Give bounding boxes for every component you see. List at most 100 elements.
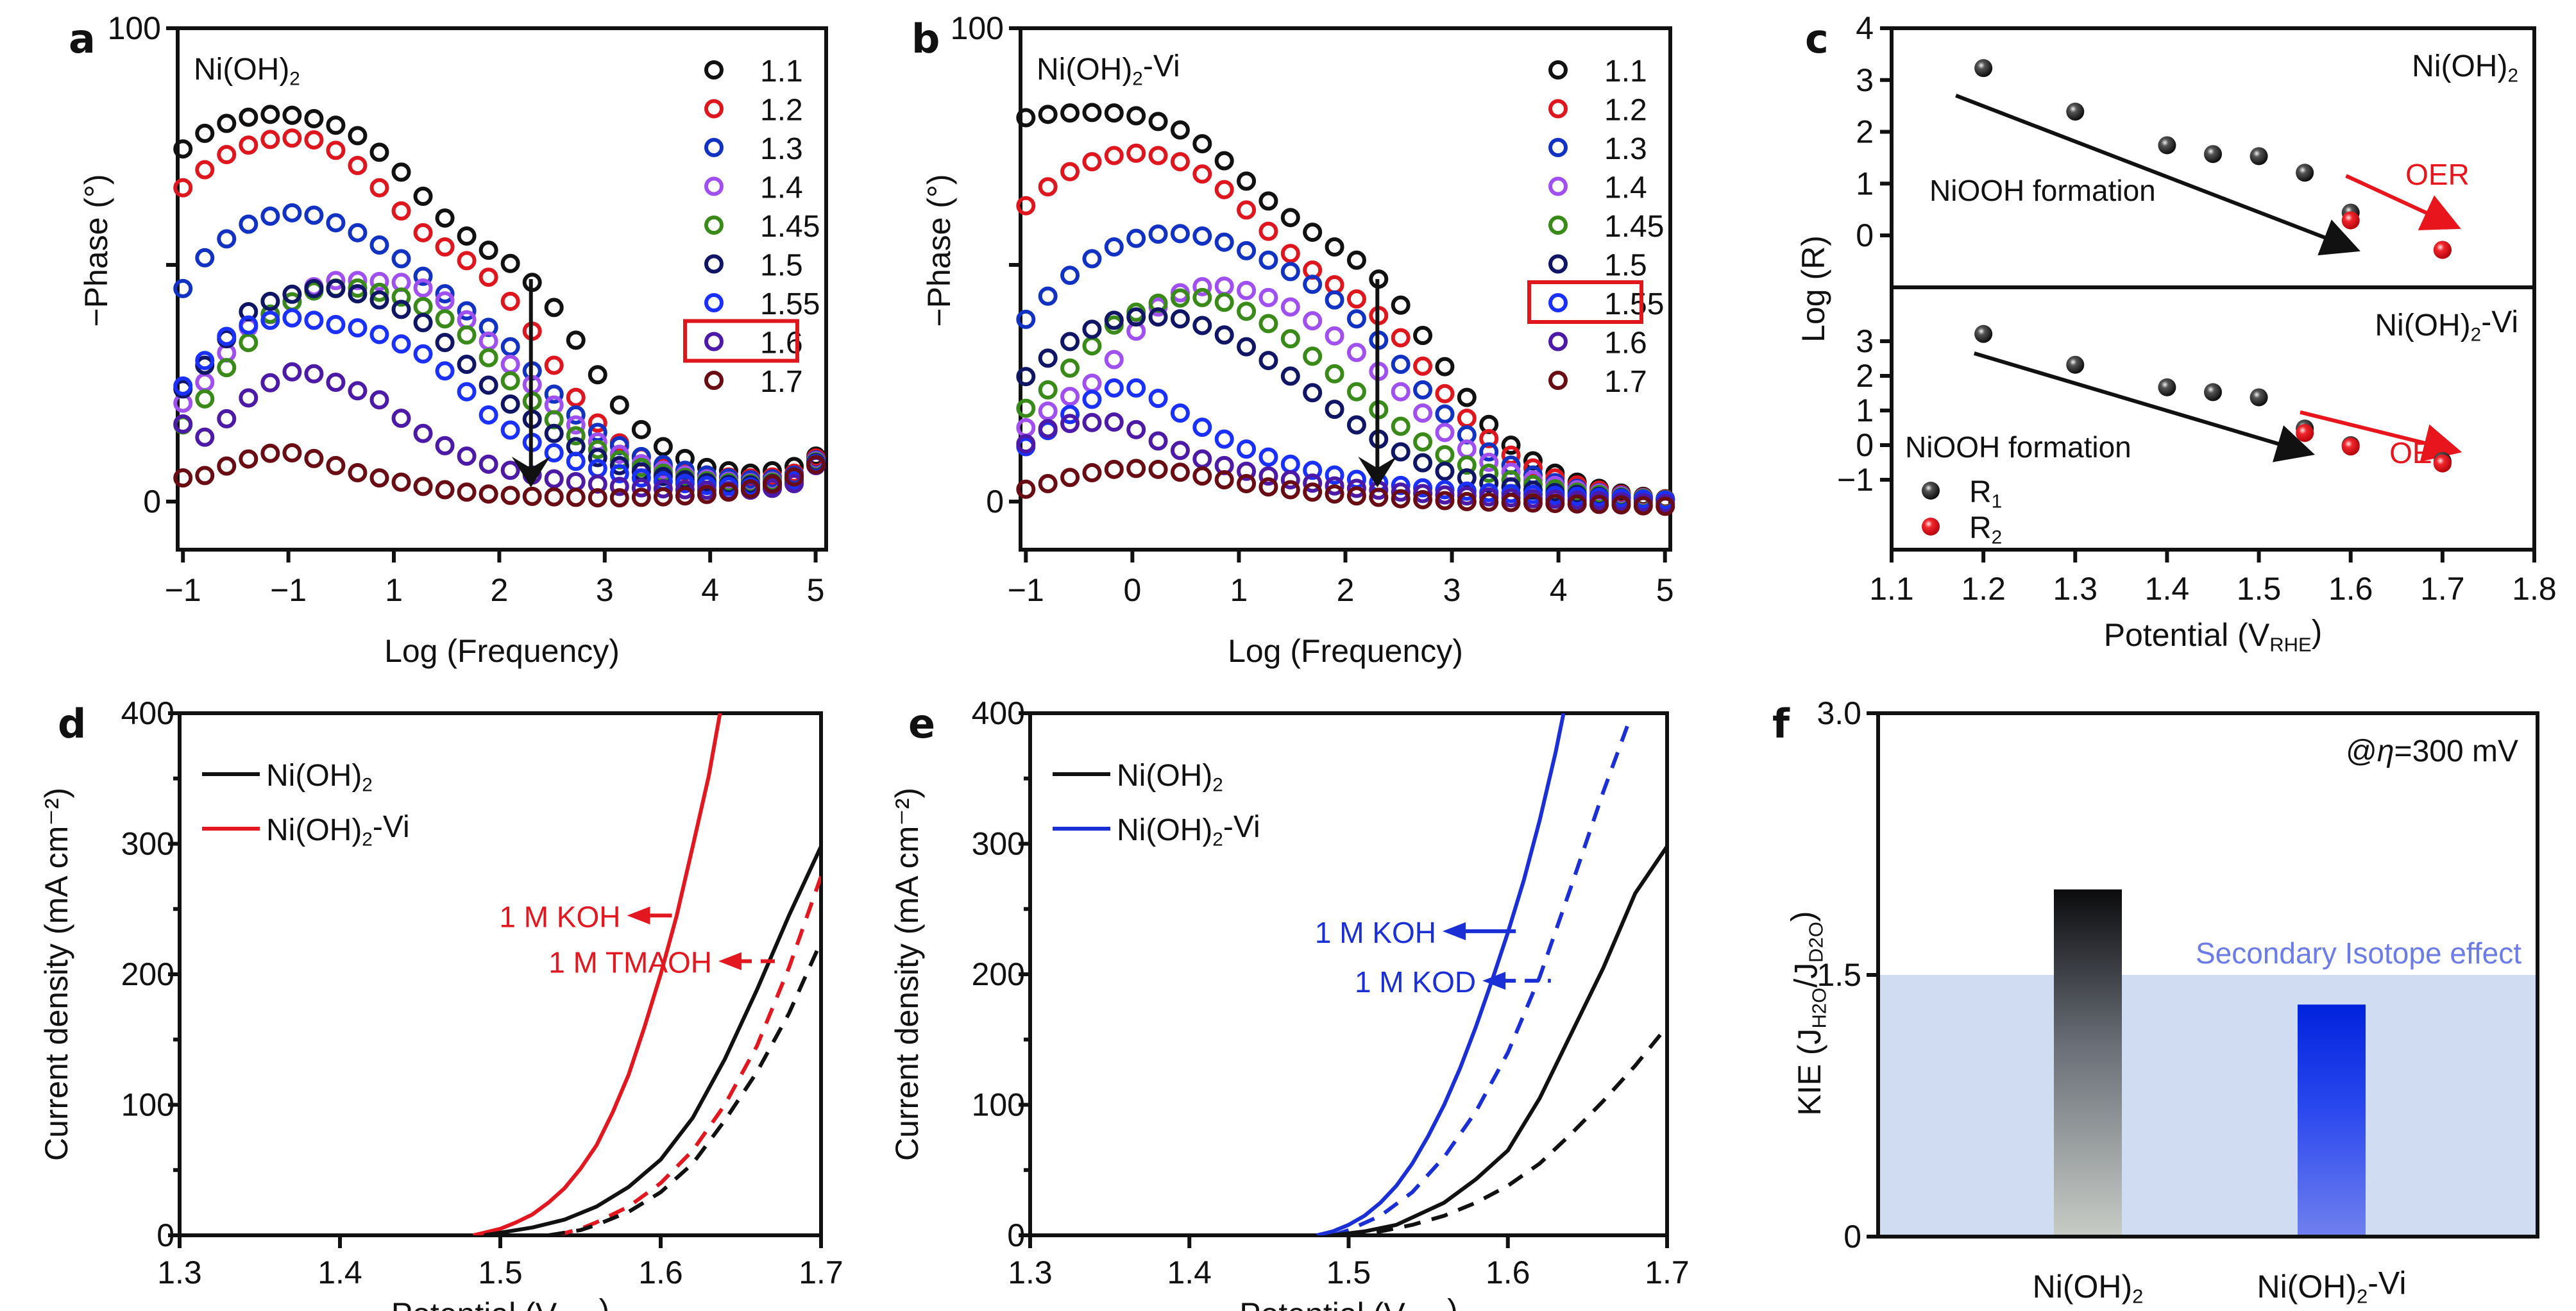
data-point — [566, 426, 586, 446]
data-point — [435, 436, 455, 455]
sample-title-part: 2 — [1132, 68, 1143, 89]
data-point — [1192, 164, 1212, 184]
x-tick-label: 3 — [596, 572, 614, 608]
data-point — [239, 388, 258, 408]
y-axis-label: KIE (JH2O/JD2O) — [1784, 911, 1830, 1115]
data-point — [239, 302, 258, 322]
y-tick-label: 0 — [157, 1217, 174, 1253]
data-point — [675, 473, 695, 493]
y-axis-label: −Phase (°) — [78, 174, 114, 326]
data-point — [1391, 416, 1411, 436]
data-point — [588, 448, 607, 468]
data-point — [1501, 436, 1521, 455]
legend-marker — [704, 332, 724, 351]
data-point — [1303, 473, 1323, 493]
data-point — [1082, 412, 1102, 432]
x-tick-label: 3 — [1443, 572, 1461, 608]
data-point — [391, 472, 411, 492]
data-point — [413, 266, 433, 286]
y-tick-label: 100 — [972, 1087, 1025, 1123]
category-label: Ni(OH)2-Vi — [2257, 1265, 2407, 1308]
data-point — [1192, 276, 1212, 296]
highlight-box — [683, 319, 799, 363]
data-point — [1280, 262, 1300, 282]
data-point — [413, 296, 433, 316]
data-point — [1104, 146, 1124, 165]
data-point — [1346, 478, 1366, 498]
r1-point — [2158, 136, 2176, 155]
legend-marker — [1548, 371, 1568, 390]
data-point — [217, 358, 237, 378]
data-point — [675, 480, 695, 500]
data-point — [1170, 441, 1190, 461]
oer-arrow — [2345, 174, 2461, 230]
curve-ni-oh-2-1-m-tmaoh — [548, 940, 821, 1235]
data-point — [391, 300, 411, 319]
data-point — [1325, 326, 1344, 346]
data-point — [1016, 434, 1036, 453]
data-point — [1126, 459, 1146, 478]
data-point — [479, 348, 498, 368]
data-point — [500, 354, 520, 374]
data-point — [1413, 356, 1433, 376]
data-point — [1170, 120, 1190, 140]
bar-ni-oh-2-vi — [2298, 1004, 2366, 1237]
panel-e-lsv-kod: e 0 100 200 300 400 1.3 1.4 1.5 1.6 1.7 Potential (… — [889, 695, 1690, 1311]
data-point — [1523, 493, 1543, 513]
data-point — [1413, 484, 1433, 503]
data-point — [1060, 266, 1080, 285]
data-point — [391, 201, 411, 221]
data-point — [1280, 297, 1300, 317]
data-point — [1325, 465, 1344, 485]
data-point — [369, 290, 389, 310]
condition-part: η — [2377, 734, 2394, 768]
annotation-niooh-formation: NiOOH formation — [1905, 430, 2131, 464]
data-point — [1126, 228, 1146, 248]
data-point — [500, 371, 520, 391]
legend-label: 1.7 — [1604, 365, 1647, 399]
plot-frame — [176, 26, 828, 552]
curve-ni-oh-2-1-m-koh — [484, 845, 821, 1235]
data-point — [1016, 108, 1036, 128]
data-point — [260, 206, 280, 226]
sample-title-part: Ni(OH) — [194, 53, 289, 87]
data-point — [1237, 200, 1257, 220]
legend-label-part: 1 — [1992, 491, 2003, 512]
data-point — [1391, 295, 1411, 315]
data-point — [326, 314, 346, 334]
x-axis-label: Potential (VRHE) — [1239, 1293, 1458, 1311]
x-tick-label: 1.4 — [318, 1255, 362, 1290]
legend-label: 1.5 — [760, 249, 803, 283]
data-point — [1192, 449, 1212, 469]
data-point — [348, 156, 368, 176]
data-point — [1170, 288, 1190, 308]
data-point — [1391, 354, 1411, 374]
legend-label: 1.2 — [1604, 94, 1647, 128]
data-point — [1325, 364, 1344, 384]
data-point — [1016, 367, 1036, 387]
data-point — [1258, 191, 1278, 211]
data-point — [1126, 419, 1146, 439]
data-point — [326, 271, 346, 291]
data-point — [1501, 493, 1521, 512]
data-point — [806, 455, 826, 475]
data-point — [588, 439, 607, 459]
data-point — [1457, 409, 1477, 428]
condition-part: =300 mV — [2394, 734, 2518, 768]
data-point — [1303, 311, 1323, 331]
y-tick-label: 200 — [121, 956, 174, 992]
r2-point — [2433, 241, 2452, 259]
data-point — [1280, 244, 1300, 264]
oer-arrow — [2300, 410, 2462, 462]
y-tick-label: 3 — [1856, 323, 1874, 359]
x-axis-label-part: ) — [599, 1293, 610, 1311]
x-tick-label: 1.3 — [1008, 1255, 1053, 1290]
data-point — [1214, 292, 1234, 312]
data-point — [1258, 447, 1278, 467]
legend-marker — [704, 138, 724, 157]
legend-marker — [704, 60, 724, 80]
x-tick-label: 1.3 — [2053, 571, 2098, 607]
subplot-title-part: 2 — [2471, 324, 2482, 345]
legend-label: 1.4 — [760, 171, 803, 205]
